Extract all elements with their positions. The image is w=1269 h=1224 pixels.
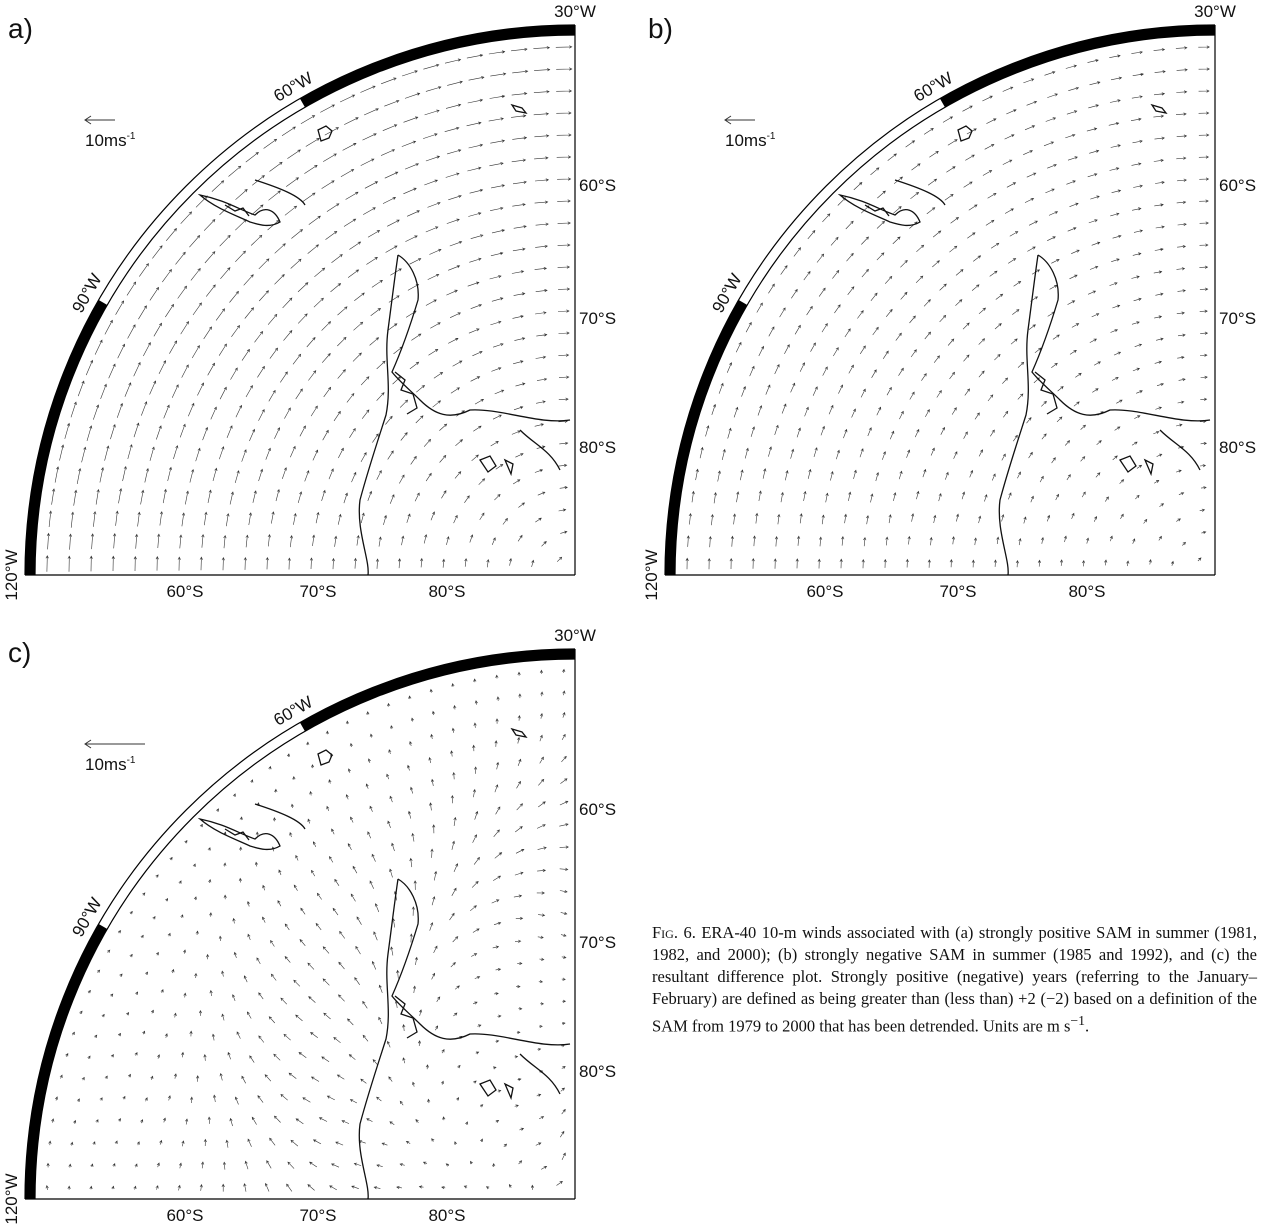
frame-band	[25, 924, 108, 1200]
latitude-label: 70°S	[579, 309, 616, 328]
frame-band	[300, 649, 576, 732]
latitude-label: 60°S	[579, 176, 616, 195]
scale-exponent: -1	[767, 131, 776, 142]
caption-end: .	[1085, 1016, 1090, 1036]
latitude-label: 70°S	[299, 582, 336, 601]
figure-caption: Fig. 6. ERA-40 10-m winds associated wit…	[652, 922, 1257, 1038]
latitude-label: 70°S	[299, 1206, 336, 1224]
scale-text: 10ms	[725, 131, 767, 150]
wind-vectors	[45, 668, 569, 1192]
scale-label: 10ms-1	[85, 755, 136, 774]
frame-band	[940, 25, 1216, 108]
frame-band	[25, 300, 108, 576]
latitude-label: 80°S	[579, 1062, 616, 1081]
latitude-label: 80°S	[1068, 582, 1105, 601]
latitude-label: 80°S	[579, 438, 616, 457]
latitude-label: 60°S	[166, 1206, 203, 1224]
scale-arrow	[724, 115, 755, 125]
frame-outer	[24, 24, 576, 576]
scale-text: 10ms	[85, 131, 127, 150]
panel-label: a)	[8, 13, 33, 44]
latitude-label: 80°S	[1219, 438, 1256, 457]
latitude-label: 70°S	[579, 933, 616, 952]
scale-arrow	[84, 739, 145, 749]
wind-vectors	[685, 45, 1210, 570]
scale-label: 10ms-1	[85, 131, 136, 150]
frame-outer	[664, 24, 1216, 576]
latitude-label: 70°S	[939, 582, 976, 601]
caption-text: ERA-40 10-m winds associated with (a) st…	[652, 923, 1258, 1036]
scale-text: 10ms	[85, 755, 127, 774]
latitude-label: 70°S	[1219, 309, 1256, 328]
frame-inner	[34, 34, 576, 576]
latitude-label: 60°S	[806, 582, 843, 601]
scale-arrow	[84, 115, 115, 125]
frame-inner	[34, 658, 576, 1200]
latitude-label: 80°S	[428, 582, 465, 601]
coastline	[199, 728, 571, 1200]
latitude-label: 60°S	[1219, 176, 1256, 195]
longitude-label: 120°W	[642, 549, 661, 600]
latitude-label: 60°S	[579, 800, 616, 819]
caption-label: Fig. 6.	[652, 923, 696, 942]
panel-label: b)	[648, 13, 673, 44]
frame-band	[300, 25, 576, 108]
frame-inner	[674, 34, 1216, 576]
longitude-label: 120°W	[2, 549, 21, 600]
panel-label: c)	[8, 637, 31, 668]
scale-exponent: -1	[127, 755, 136, 766]
latitude-label: 60°S	[166, 582, 203, 601]
longitude-label: 30°W	[554, 626, 596, 645]
wind-vectors	[45, 45, 573, 572]
scale-label: 10ms-1	[725, 131, 776, 150]
longitude-label: 120°W	[2, 1173, 21, 1224]
coastline	[199, 104, 571, 576]
coastline	[839, 104, 1211, 576]
frame-outer	[24, 648, 576, 1200]
longitude-label: 30°W	[1194, 2, 1236, 21]
latitude-label: 80°S	[428, 1206, 465, 1224]
caption-superscript: −1	[1070, 1013, 1086, 1028]
scale-exponent: -1	[127, 131, 136, 142]
frame-band	[665, 300, 748, 576]
longitude-label: 30°W	[554, 2, 596, 21]
